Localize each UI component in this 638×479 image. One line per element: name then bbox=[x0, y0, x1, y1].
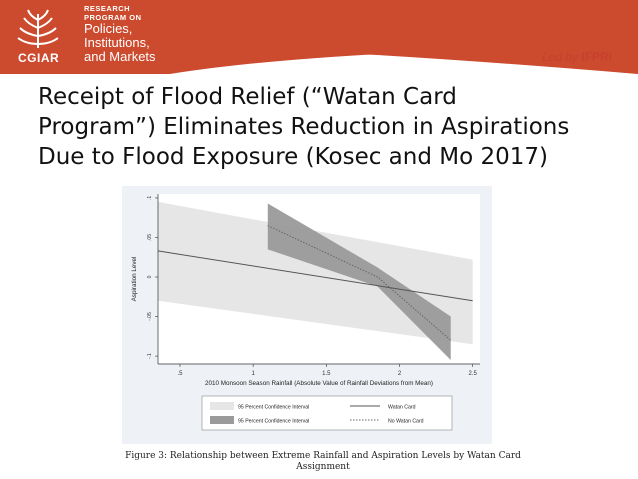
y-tick-label: .1 bbox=[147, 196, 153, 200]
cgiar-logo-icon bbox=[17, 9, 59, 48]
legend-label-ci-2: 95 Percent Confidence Interval bbox=[238, 419, 309, 425]
y-axis-label: Aspiration Level bbox=[131, 257, 138, 302]
program-line-1: RESEARCH bbox=[84, 4, 131, 13]
program-line-5: and Markets bbox=[84, 49, 156, 64]
ci-band-series-2 bbox=[267, 203, 451, 361]
slide-header: CGIAR RESEARCH PROGRAM ON Policies, Inst… bbox=[0, 0, 638, 74]
y-tick-label: -.05 bbox=[147, 312, 153, 321]
y-tick-label: -.1 bbox=[147, 353, 153, 359]
slide-title: Receipt of Flood Relief (“Watan Card Pro… bbox=[38, 82, 628, 172]
y-tick-label: .05 bbox=[147, 234, 153, 241]
header-wedge bbox=[0, 0, 638, 74]
program-line-3: Policies, bbox=[84, 21, 133, 36]
figure-caption: Figure 3: Relationship between Extreme R… bbox=[88, 451, 558, 473]
program-line-4: Institutions, bbox=[84, 35, 150, 50]
title-line-3: Due to Flood Exposure (Kosec and Mo 2017… bbox=[38, 144, 548, 170]
caption-line-2: Assignment bbox=[296, 462, 350, 472]
legend-swatch-ci-2 bbox=[210, 416, 234, 424]
legend-swatch-ci-1 bbox=[210, 402, 234, 410]
caption-line-1: Figure 3: Relationship between Extreme R… bbox=[125, 451, 521, 461]
led-by-prefix: Led by bbox=[542, 50, 579, 64]
x-tick-label: 1 bbox=[251, 371, 255, 377]
legend-label-ci-1: 95 Percent Confidence Interval bbox=[238, 405, 309, 411]
cgiar-logo-text: CGIAR bbox=[18, 51, 60, 65]
title-line-2: Program”) Eliminates Reduction in Aspira… bbox=[38, 114, 570, 140]
legend-box bbox=[201, 395, 453, 431]
legend-label-watan: Watan Card bbox=[388, 405, 416, 411]
title-line-1: Receipt of Flood Relief (“Watan Card bbox=[38, 84, 457, 110]
series-line-1 bbox=[157, 250, 473, 302]
chart: .5 1 1.5 2 2.5 -.1 -.05 0 .05 .1 2010 Monsoon Seas… bbox=[131, 194, 480, 431]
x-tick-label: 2 bbox=[398, 371, 402, 377]
figure-panel: .5 1 1.5 2 2.5 -.1 -.05 0 .05 .1 2010 Monsoon Seas… bbox=[122, 186, 492, 444]
ci-band-series-1 bbox=[158, 201, 473, 345]
legend-label-no-watan: No Watan Card bbox=[388, 419, 424, 425]
y-tick-label: 0 bbox=[147, 275, 153, 278]
program-line-2: PROGRAM ON bbox=[84, 13, 142, 22]
x-tick-label: .5 bbox=[177, 371, 183, 377]
x-tick-label: 1.5 bbox=[322, 371, 331, 377]
series-line-2 bbox=[267, 225, 452, 341]
led-by-badge: Led by IFPRI bbox=[542, 50, 612, 64]
led-by-org: IFPRI bbox=[581, 50, 613, 64]
x-tick-label: 2.5 bbox=[469, 371, 478, 377]
program-name: RESEARCH PROGRAM ON Policies, Institutio… bbox=[84, 4, 156, 64]
x-axis-label: 2010 Monsoon Season Rainfall (Absolute V… bbox=[205, 380, 433, 387]
